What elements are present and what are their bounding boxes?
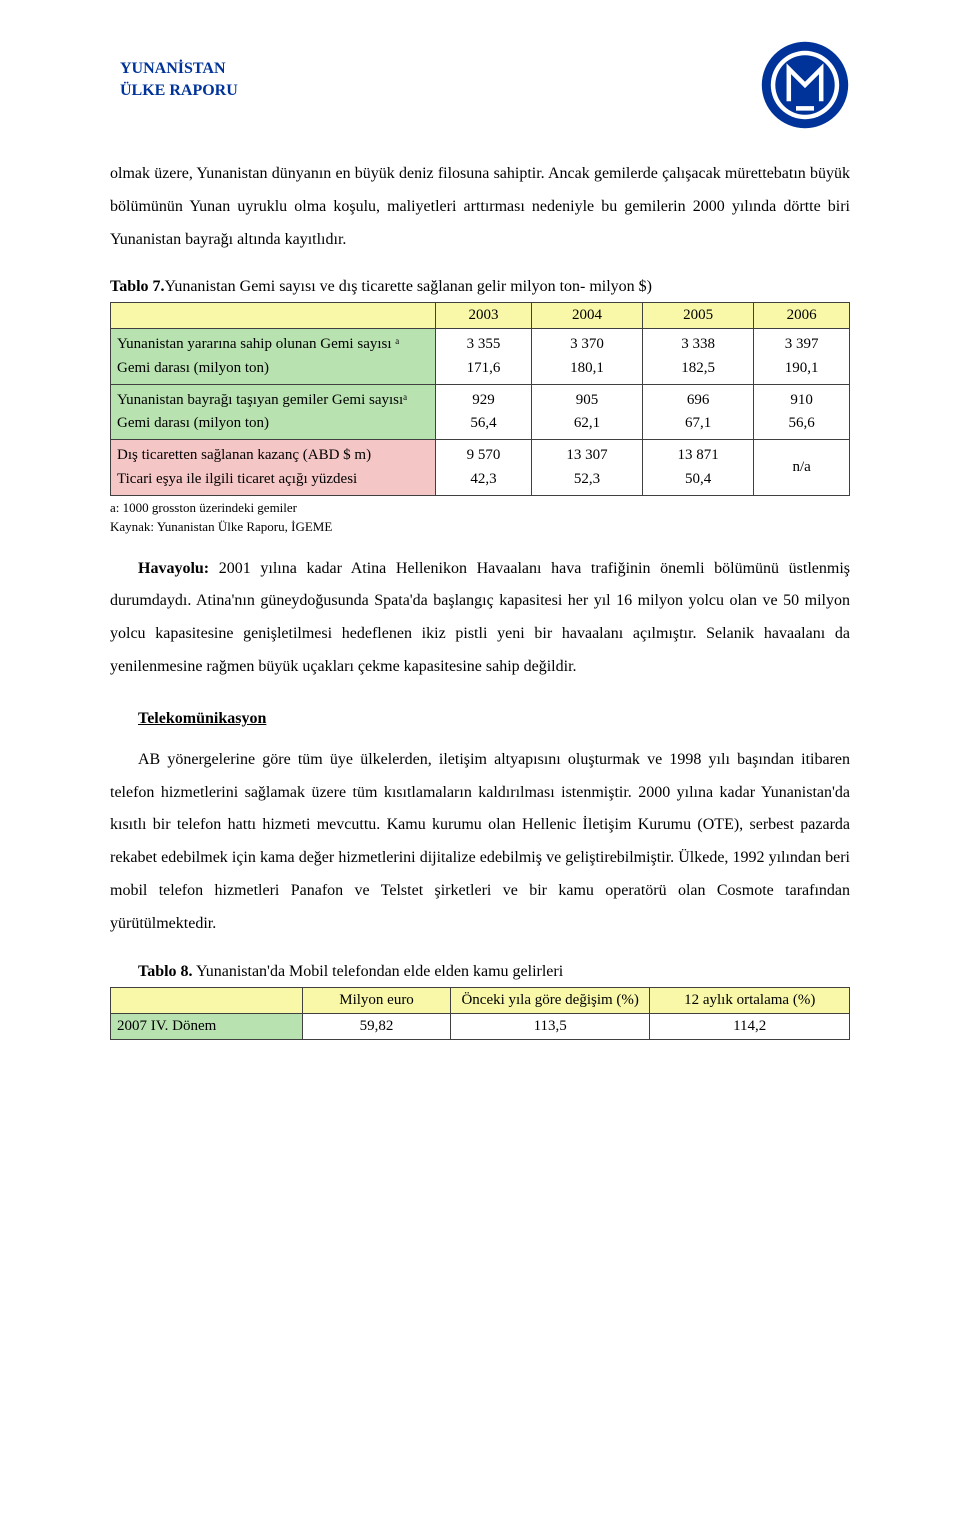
table7-header-row: 2003 2004 2005 2006 — [111, 303, 850, 329]
table7-r1c4: 3 397190,1 — [754, 329, 850, 385]
table7-r1c2: 3 370180,1 — [531, 329, 642, 385]
table7-r1c3: 3 338182,5 — [643, 329, 754, 385]
table8-title-rest: Yunanistan'da Mobil telefondan elde elde… — [193, 963, 564, 980]
table8-h3: 12 aylık ortalama (%) — [650, 987, 850, 1013]
table7-r2c4: 91056,6 — [754, 384, 850, 440]
table8-header-row: Milyon euro Önceki yıla göre değişim (%)… — [111, 987, 850, 1013]
table8-h0 — [111, 987, 303, 1013]
kto-logo — [760, 40, 850, 130]
table7-col-2006: 2006 — [754, 303, 850, 329]
table7-col-2005: 2005 — [643, 303, 754, 329]
table7-col-2003: 2003 — [436, 303, 532, 329]
table7-r2c1: 92956,4 — [436, 384, 532, 440]
report-title: YUNANİSTAN ÜLKE RAPORU — [110, 40, 238, 101]
table8-r1-label: 2007 IV. Dönem — [111, 1013, 303, 1039]
havayolu-rest: 2001 yılına kadar Atina Hellenikon Havaa… — [110, 560, 850, 675]
table8-r1-ortalama: 114,2 — [650, 1013, 850, 1039]
telekom-paragraph: AB yönergelerine göre tüm üye ülkelerden… — [110, 744, 850, 941]
footnote-source: Kaynak: Yunanistan Ülke Raporu, İGEME — [110, 519, 332, 534]
table7-col-2004: 2004 — [531, 303, 642, 329]
table8-title-bold: Tablo 8. — [138, 963, 193, 980]
table7-row-3: Dış ticaretten sağlanan kazanç (ABD $ m)… — [111, 440, 850, 496]
title-line-1: YUNANİSTAN — [120, 60, 226, 77]
row1-label-line2: Gemi darası (milyon ton) — [117, 360, 269, 376]
table7: 2003 2004 2005 2006 Yunanistan yararına … — [110, 302, 850, 496]
table7-row3-label: Dış ticaretten sağlanan kazanç (ABD $ m)… — [111, 440, 436, 496]
footnote-a: a: 1000 grosston üzerindeki gemiler — [110, 500, 297, 515]
row3-label-line2: Ticari eşya ile ilgili ticaret açığı yüz… — [117, 471, 357, 487]
table7-row2-label: Yunanistan bayrağı taşıyan gemiler Gemi … — [111, 384, 436, 440]
row2-label-line1: Yunanistan bayrağı taşıyan gemiler Gemi … — [117, 392, 407, 408]
table7-r3c3: 13 87150,4 — [643, 440, 754, 496]
table7-title: Tablo 7.Yunanistan Gemi sayısı ve dış ti… — [110, 278, 850, 296]
page-header: YUNANİSTAN ÜLKE RAPORU — [110, 40, 850, 130]
table8-h2: Önceki yıla göre değişim (%) — [450, 987, 650, 1013]
table7-r1c1: 3 355171,6 — [436, 329, 532, 385]
intro-paragraph: olmak üzere, Yunanistan dünyanın en büyü… — [110, 158, 850, 256]
table7-title-bold: Tablo 7. — [110, 278, 165, 295]
table7-row-2: Yunanistan bayrağı taşıyan gemiler Gemi … — [111, 384, 850, 440]
title-line-2: ÜLKE RAPORU — [120, 82, 238, 99]
row2-label-line2: Gemi darası (milyon ton) — [117, 415, 269, 431]
row3-label-line1: Dış ticaretten sağlanan kazanç (ABD $ m) — [117, 447, 371, 463]
table8-r1-degisim: 113,5 — [450, 1013, 650, 1039]
table7-r3c2: 13 30752,3 — [531, 440, 642, 496]
table8-r1-milyon: 59,82 — [303, 1013, 451, 1039]
telekom-heading: Telekomünikasyon — [110, 710, 850, 728]
table7-r3c1: 9 57042,3 — [436, 440, 532, 496]
table8-h1: Milyon euro — [303, 987, 451, 1013]
table7-footnotes: a: 1000 grosston üzerindeki gemiler Kayn… — [110, 499, 850, 537]
table7-row1-label: Yunanistan yararına sahip olunan Gemi sa… — [111, 329, 436, 385]
table7-row-1: Yunanistan yararına sahip olunan Gemi sa… — [111, 329, 850, 385]
table7-r3c4: n/a — [754, 440, 850, 496]
row1-label-line1: Yunanistan yararına sahip olunan Gemi sa… — [117, 336, 399, 352]
havayolu-paragraph: Havayolu: 2001 yılına kadar Atina Hellen… — [110, 553, 850, 684]
table7-r2c2: 90562,1 — [531, 384, 642, 440]
page: YUNANİSTAN ÜLKE RAPORU — [0, 0, 960, 1516]
table7-r2c3: 69667,1 — [643, 384, 754, 440]
table8-title: Tablo 8. Yunanistan'da Mobil telefondan … — [110, 963, 850, 981]
table7-title-rest: Yunanistan Gemi sayısı ve dış ticarette … — [165, 278, 652, 295]
table8-row-1: 2007 IV. Dönem 59,82 113,5 114,2 — [111, 1013, 850, 1039]
havayolu-lead: Havayolu: — [138, 560, 209, 577]
table8: Milyon euro Önceki yıla göre değişim (%)… — [110, 987, 850, 1040]
